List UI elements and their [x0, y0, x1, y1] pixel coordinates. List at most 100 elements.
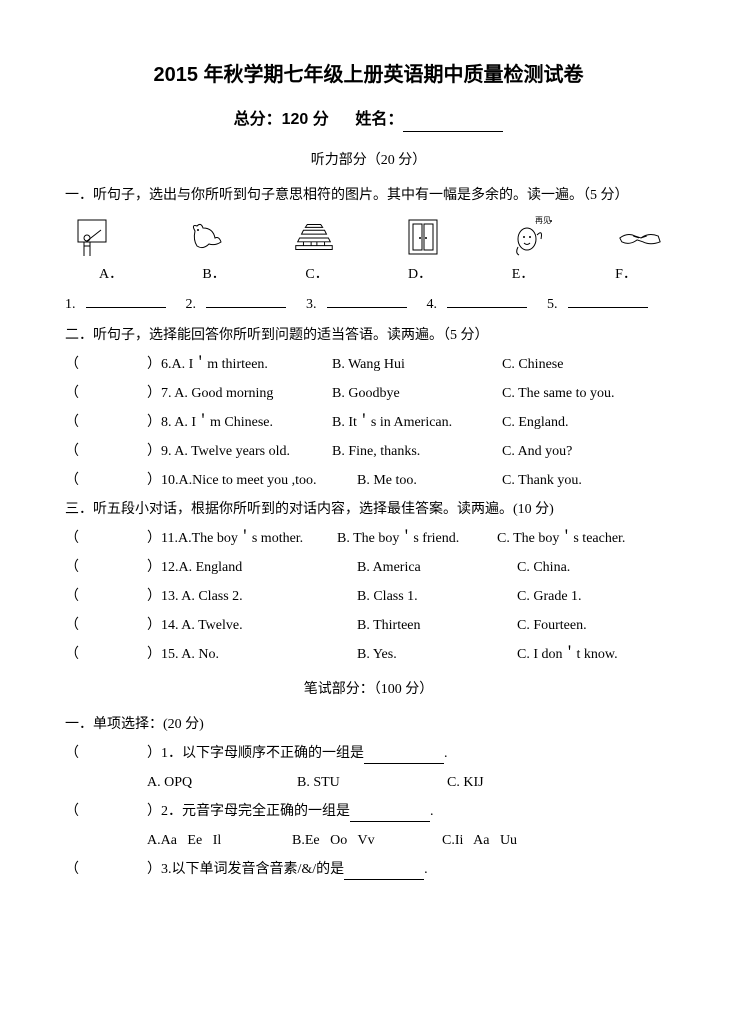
paren: （ — [65, 615, 77, 636]
answer-space-w2[interactable] — [77, 801, 147, 822]
n2: 2. — [186, 294, 197, 315]
subtitle: 总分：120 分 姓名： — [65, 108, 672, 132]
q11-a: ）11.A.The boy＇s mother. — [147, 528, 337, 549]
q10-c: C. Thank you. — [502, 470, 672, 491]
blank-3[interactable] — [327, 293, 407, 308]
w1-blank — [364, 749, 444, 764]
q14-row: （ ）14. A. Twelve. B. Thirteen C. Fourtee… — [65, 615, 672, 636]
paren: （ — [65, 644, 77, 665]
paren: （ — [65, 859, 77, 880]
w3-question: ）3.以下单词发音含音素/&/的是. — [147, 859, 428, 880]
blank-2[interactable] — [206, 293, 286, 308]
label-a: A． — [87, 264, 135, 285]
w2-c: C.Ii Aa Uu — [442, 830, 517, 851]
label-e: E． — [499, 264, 547, 285]
w1-c: C. KIJ — [447, 772, 484, 793]
q11-row: （ ）11.A.The boy＇s mother. B. The boy＇s f… — [65, 528, 672, 549]
label-d: D． — [396, 264, 444, 285]
answer-space-7[interactable] — [77, 383, 147, 404]
n3: 3. — [306, 294, 317, 315]
answer-space-14[interactable] — [77, 615, 147, 636]
paren: （ — [65, 412, 77, 433]
n1: 1. — [65, 294, 76, 315]
label-b: B． — [190, 264, 238, 285]
image-b-cat — [182, 216, 230, 258]
paren: （ — [65, 743, 77, 764]
q8-c: C. England. — [502, 412, 672, 433]
answer-space-9[interactable] — [77, 441, 147, 462]
answer-space-w1[interactable] — [77, 743, 147, 764]
n5: 5. — [547, 294, 558, 315]
q6-row: （ ）6.A. I＇m thirteen. B. Wang Hui C. Chi… — [65, 354, 672, 375]
q11-b: B. The boy＇s friend. — [337, 528, 497, 549]
q13-row: （ ）13. A. Class 2. B. Class 1. C. Grade … — [65, 586, 672, 607]
paren: （ — [65, 586, 77, 607]
q13-a: ）13. A. Class 2. — [147, 586, 357, 607]
w1-b: B. STU — [297, 772, 447, 793]
sec2-instruction: 二．听句子，选择能回答你所听到问题的适当答语。读两遍。（5 分） — [65, 325, 672, 346]
image-c-temple — [290, 216, 338, 258]
label-c: C． — [293, 264, 341, 285]
w2-blank — [350, 807, 430, 822]
q10-row: （ ）10.A.Nice to meet you ,too. B. Me too… — [65, 470, 672, 491]
w1-a: A. OPQ — [147, 772, 297, 793]
paren: （ — [65, 528, 77, 549]
blank-4[interactable] — [447, 293, 527, 308]
q11-c: C. The boy＇s teacher. — [497, 528, 672, 549]
answer-blanks-row: 1. 2. 3. 4. 5. — [65, 293, 672, 315]
q10-b: B. Me too. — [357, 470, 502, 491]
q9-row: （ ）9. A. Twelve years old. B. Fine, than… — [65, 441, 672, 462]
images-row: 再见 — [65, 216, 672, 258]
q8-a: ）8. A. I＇m Chinese. — [147, 412, 332, 433]
q7-b: B. Goodbye — [332, 383, 502, 404]
w1-q-row: （ ）1．以下字母顺序不正确的一组是. — [65, 743, 672, 764]
q9-a: ）9. A. Twelve years old. — [147, 441, 332, 462]
w3-blank — [344, 865, 424, 880]
q9-b: B. Fine, thanks. — [332, 441, 502, 462]
answer-space-10[interactable] — [77, 470, 147, 491]
q12-a: ）12.A. England — [147, 557, 357, 578]
name-blank[interactable] — [403, 114, 503, 132]
q10-a: ）10.A.Nice to meet you ,too. — [147, 470, 357, 491]
w3-q-row: （ ）3.以下单词发音含音素/&/的是. — [65, 859, 672, 880]
blank-1[interactable] — [86, 293, 166, 308]
paren: （ — [65, 354, 77, 375]
q6-b: B. Wang Hui — [332, 354, 502, 375]
sec1-instruction: 一．听句子，选出与你所听到句子意思相符的图片。其中有一幅是多余的。读一遍。（5 … — [65, 185, 672, 206]
answer-space-11[interactable] — [77, 528, 147, 549]
answer-space-6[interactable] — [77, 354, 147, 375]
image-d-door — [399, 216, 447, 258]
paren: （ — [65, 801, 77, 822]
q12-row: （ ）12.A. England B. America C. China. — [65, 557, 672, 578]
w2-a: A.Aa Ee Il — [147, 830, 292, 851]
w2-q-row: （ ）2．元音字母完全正确的一组是. — [65, 801, 672, 822]
q15-c: C. I don＇t know. — [517, 644, 672, 665]
q14-c: C. Fourteen. — [517, 615, 672, 636]
q7-a: ）7. A. Good morning — [147, 383, 332, 404]
paren: （ — [65, 383, 77, 404]
w2-opts-row: A.Aa Ee Il B.Ee Oo Vv C.Ii Aa Uu — [65, 830, 672, 851]
q8-b: B. It＇s in American. — [332, 412, 502, 433]
image-e-goodbye: 再见 — [507, 216, 555, 258]
page-title: 2015 年秋学期七年级上册英语期中质量检测试卷 — [65, 60, 672, 90]
w1-question: ）1．以下字母顺序不正确的一组是. — [147, 743, 448, 764]
answer-space-w3[interactable] — [77, 859, 147, 880]
paren: （ — [65, 441, 77, 462]
answer-space-12[interactable] — [77, 557, 147, 578]
total-score: 总分：120 分 — [234, 111, 329, 128]
q7-row: （ ）7. A. Good morning B. Goodbye C. The … — [65, 383, 672, 404]
answer-space-8[interactable] — [77, 412, 147, 433]
answer-space-13[interactable] — [77, 586, 147, 607]
q9-c: C. And you? — [502, 441, 672, 462]
q6-a: ）6.A. I＇m thirteen. — [147, 354, 332, 375]
paren: （ — [65, 557, 77, 578]
written-sec1: 一．单项选择：(20 分) — [65, 714, 672, 735]
q14-b: B. Thirteen — [357, 615, 517, 636]
image-labels: A． B． C． D． E． F． — [65, 264, 672, 285]
q13-c: C. Grade 1. — [517, 586, 672, 607]
label-f: F． — [602, 264, 650, 285]
blank-5[interactable] — [568, 293, 648, 308]
q15-a: ）15. A. No. — [147, 644, 357, 665]
answer-space-15[interactable] — [77, 644, 147, 665]
name-label: 姓名： — [355, 111, 403, 128]
